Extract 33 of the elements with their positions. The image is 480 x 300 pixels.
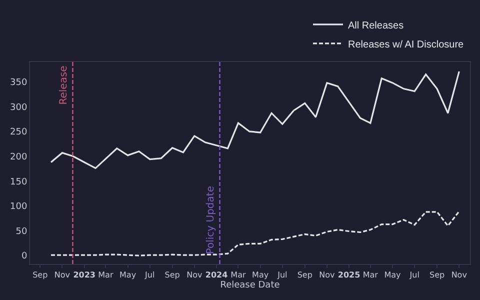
x-tick-label: Mar	[98, 270, 114, 280]
ref-line-label: Release	[58, 66, 70, 105]
y-tick-label: 350	[10, 78, 28, 88]
x-tick-label: Sep	[430, 270, 445, 280]
y-tick-label: 200	[10, 152, 28, 162]
y-tick-label: 50	[16, 226, 28, 237]
x-tick-label: Sep	[164, 270, 180, 280]
ref-line-label: Policy Update	[205, 186, 216, 254]
x-tick-label: Jul	[276, 270, 288, 280]
x-tick-label: 2024	[205, 270, 228, 280]
x-tick-label: Nov	[186, 270, 202, 280]
x-tick-label: 2023	[73, 270, 96, 280]
y-tick-label: 0	[21, 252, 28, 262]
legend-label: Releases w/ AI Disclosure	[348, 39, 464, 50]
y-tick-label: 150	[10, 177, 28, 188]
x-axis-title: Release Date	[220, 280, 280, 290]
x-tick-label: Mar	[230, 270, 246, 280]
x-tick-label: May	[252, 270, 269, 280]
x-tick-label: Nov	[319, 270, 336, 280]
x-tick-label: 2025	[338, 270, 361, 280]
x-tick-label: Sep	[297, 270, 312, 280]
y-tick-label: 250	[10, 128, 28, 138]
x-tick-label: Nov	[54, 270, 70, 280]
x-tick-label: May	[120, 270, 136, 280]
x-tick-label: Nov	[451, 270, 468, 280]
x-tick-label: Jul	[408, 270, 420, 280]
x-tick-label: Jul	[144, 270, 155, 280]
x-tick-label: Mar	[362, 270, 379, 280]
x-tick-label: Sep	[32, 270, 48, 280]
y-tick-label: 300	[10, 102, 28, 113]
legend-label: All Releases	[348, 20, 404, 32]
x-tick-label: May	[384, 270, 402, 280]
y-tick-label: 100	[10, 202, 28, 212]
